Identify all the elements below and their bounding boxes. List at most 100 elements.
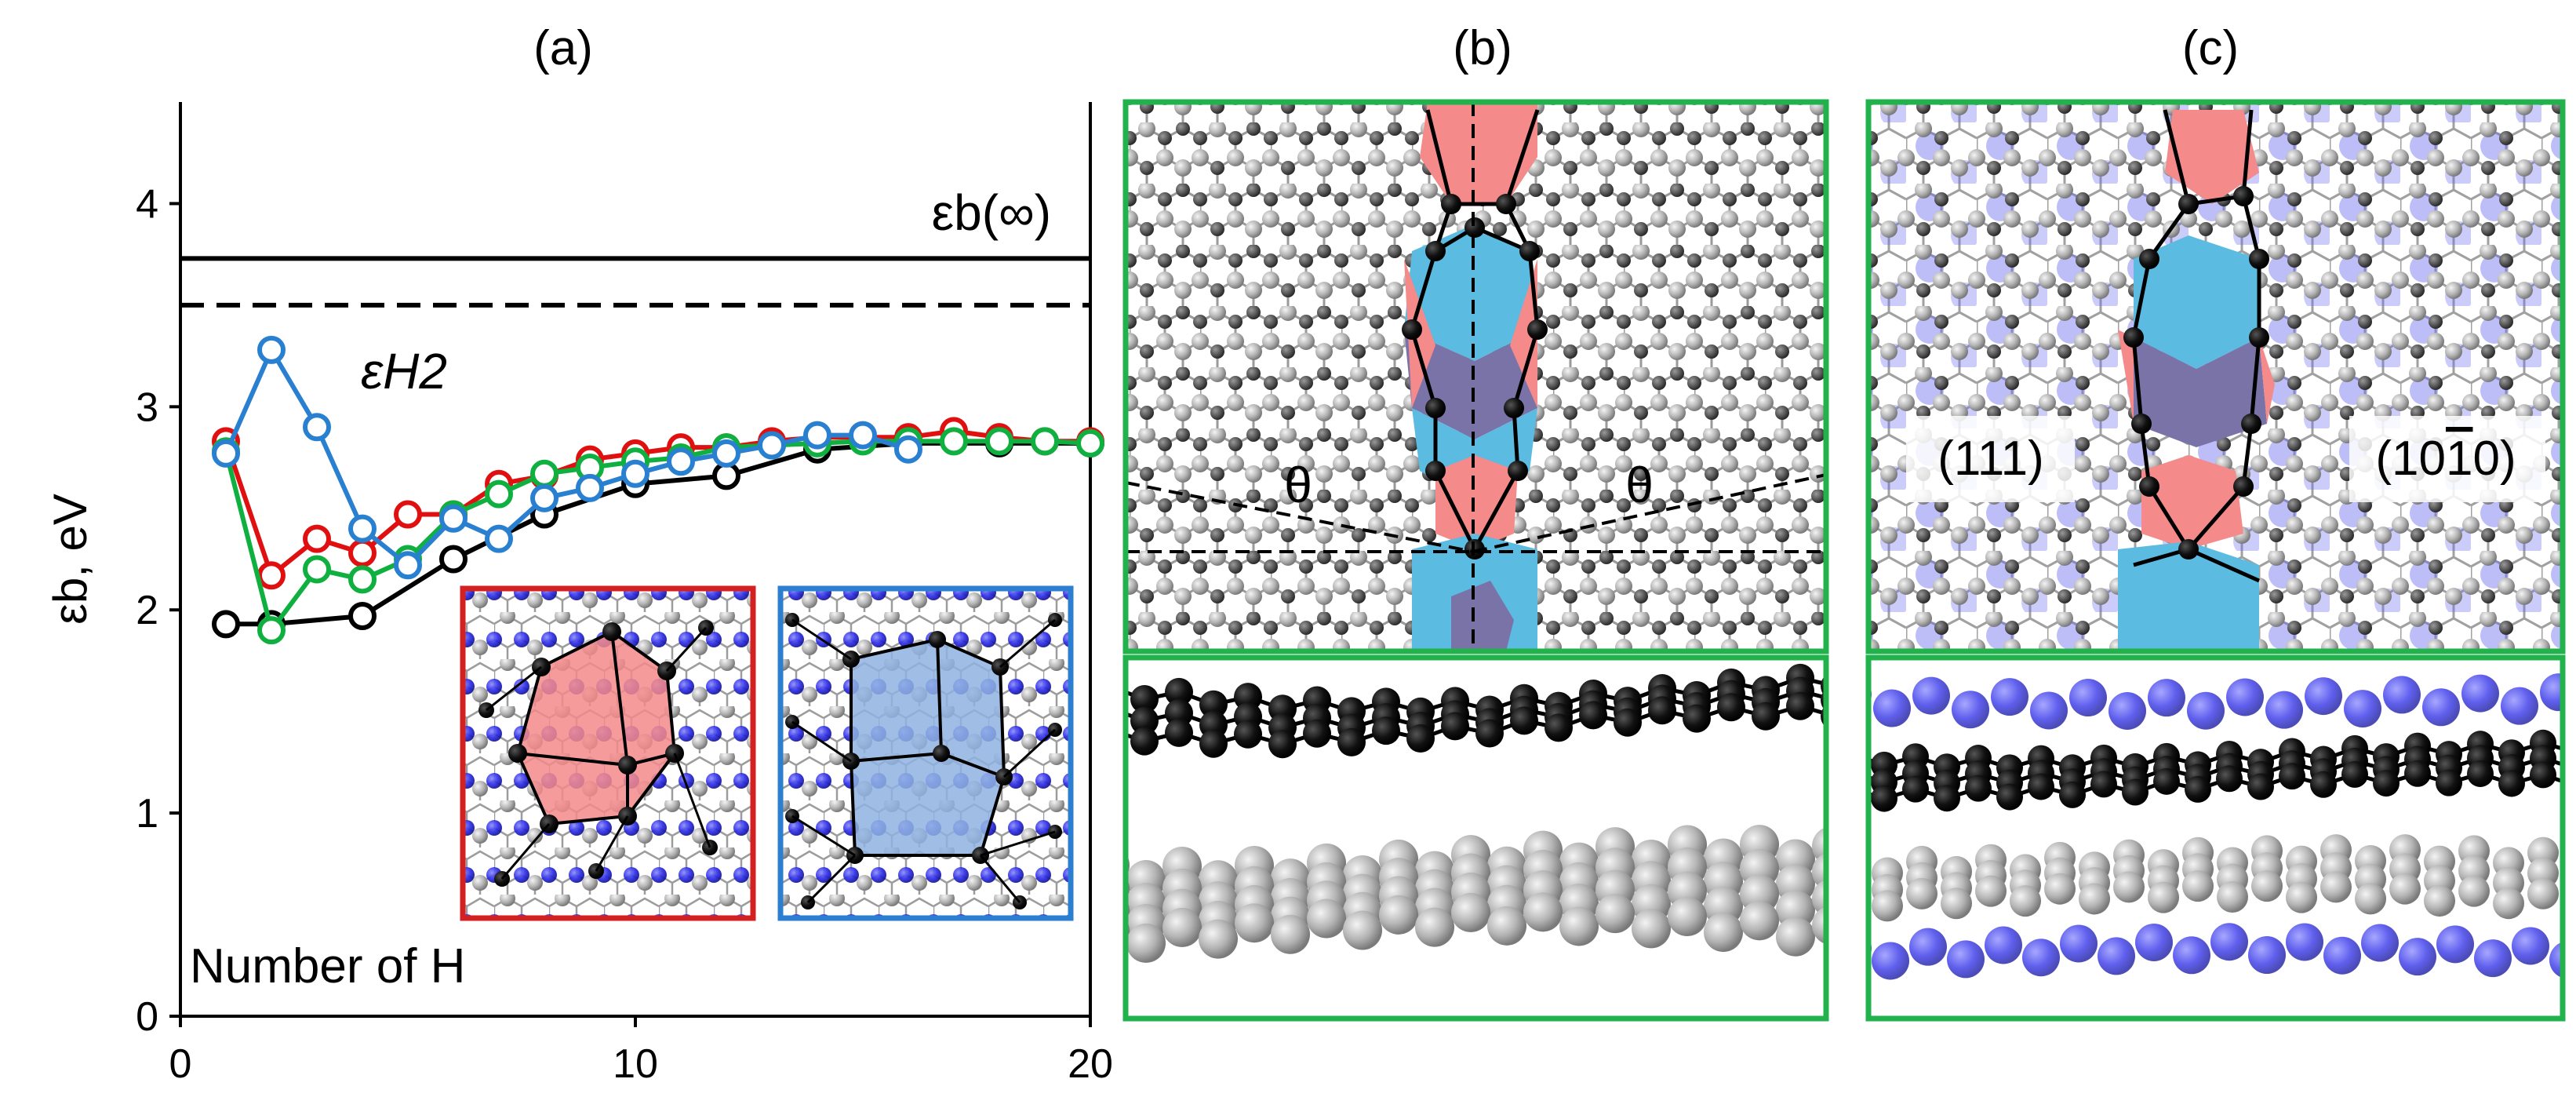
atom bbox=[1839, 759, 1866, 785]
atom bbox=[1199, 919, 1238, 959]
atom bbox=[2540, 673, 2563, 712]
atom bbox=[1614, 708, 1642, 737]
atom bbox=[1839, 741, 1866, 767]
atom bbox=[1906, 877, 1937, 909]
atom bbox=[2010, 885, 2041, 917]
atom bbox=[2305, 677, 2342, 716]
atom bbox=[2383, 676, 2421, 714]
atom bbox=[2108, 691, 2146, 730]
atom bbox=[1776, 917, 1815, 957]
atom bbox=[2467, 760, 2494, 787]
atom bbox=[1271, 914, 1310, 954]
atom bbox=[2422, 688, 2460, 727]
atom bbox=[2527, 877, 2559, 909]
atom bbox=[2458, 875, 2490, 907]
atom bbox=[1837, 880, 1868, 912]
atom bbox=[1786, 691, 1814, 720]
atom bbox=[2079, 883, 2110, 915]
atom bbox=[1934, 785, 1960, 812]
atom bbox=[1752, 702, 1780, 731]
atom bbox=[1668, 897, 1707, 937]
atom bbox=[1812, 906, 1826, 945]
plot-area: 0 1 2 3 4 0 10 20 εb, eV εb(∞) εH2 Number of H bbox=[44, 102, 1113, 1087]
atom bbox=[1487, 906, 1526, 946]
atom bbox=[1872, 890, 1903, 922]
atom bbox=[2044, 873, 2076, 905]
atom bbox=[1996, 783, 2023, 811]
atom bbox=[1872, 942, 1909, 980]
data-point bbox=[530, 459, 558, 488]
atom bbox=[2341, 760, 2368, 788]
atom bbox=[1523, 892, 1563, 932]
angle-theta-left: θ bbox=[1284, 457, 1312, 513]
atom bbox=[1096, 694, 1124, 723]
panel-a: (a) 0 1 2 3 4 0 10 20 εb, eV εb(∞) εH2 Number of H bbox=[44, 21, 1113, 1087]
atom bbox=[2090, 771, 2117, 798]
panel-b-side-view bbox=[1096, 654, 1829, 1022]
atom bbox=[1991, 678, 2028, 716]
atom bbox=[1909, 928, 1947, 966]
x-tick-label: 0 bbox=[169, 1041, 192, 1087]
atom bbox=[2148, 881, 2179, 913]
atom bbox=[1871, 785, 1897, 812]
data-point bbox=[940, 427, 968, 456]
atom bbox=[1475, 719, 1504, 748]
atom bbox=[1406, 724, 1435, 753]
data-point bbox=[530, 483, 558, 512]
atom bbox=[2098, 937, 2135, 975]
atom bbox=[1234, 720, 1262, 749]
atom bbox=[1648, 696, 1676, 725]
data-point bbox=[439, 504, 468, 533]
atom bbox=[2355, 883, 2386, 915]
face-label-right-bar: 1 bbox=[2446, 432, 2472, 486]
atom bbox=[1234, 683, 1262, 712]
atom bbox=[2059, 781, 2086, 808]
atom bbox=[1975, 875, 2007, 907]
atom bbox=[1303, 719, 1331, 748]
atom bbox=[2389, 873, 2421, 905]
atom bbox=[1199, 690, 1228, 719]
data-point bbox=[849, 421, 877, 450]
atom bbox=[1837, 864, 1868, 895]
atom bbox=[2344, 690, 2381, 728]
data-point bbox=[985, 427, 1013, 456]
y-tick-label: 4 bbox=[136, 181, 158, 227]
atom bbox=[1162, 907, 1202, 947]
atom bbox=[1965, 775, 1992, 802]
atom bbox=[2310, 771, 2337, 798]
data-point bbox=[212, 610, 240, 639]
atom bbox=[1165, 718, 1193, 747]
data-point bbox=[667, 447, 695, 476]
atom bbox=[2461, 674, 2499, 713]
atom bbox=[2247, 773, 2274, 800]
atom bbox=[1812, 879, 1826, 917]
atom bbox=[1441, 712, 1469, 741]
atom bbox=[2286, 881, 2317, 913]
atom bbox=[2323, 936, 2361, 975]
atom bbox=[2022, 939, 2060, 977]
atom bbox=[1165, 698, 1193, 727]
data-point bbox=[712, 439, 740, 468]
bond-chain bbox=[1126, 688, 1826, 731]
atom bbox=[2248, 936, 2286, 975]
atom bbox=[2399, 938, 2436, 976]
atom bbox=[1096, 672, 1124, 701]
atom bbox=[1947, 940, 1985, 979]
atom bbox=[2060, 924, 2098, 963]
y-tick-label: 3 bbox=[136, 385, 158, 430]
data-point bbox=[485, 524, 513, 553]
face-label-left: (111) bbox=[1937, 432, 2044, 486]
atom bbox=[2069, 679, 2107, 717]
face-label-right-start: (10 bbox=[2375, 432, 2446, 486]
atom bbox=[1902, 775, 1929, 803]
atom bbox=[1130, 727, 1159, 756]
atom bbox=[1510, 706, 1538, 735]
panel-b: (b) bbox=[1096, 21, 1829, 1022]
atom bbox=[1268, 730, 1297, 759]
annotation-eps-inf: εb(∞) bbox=[932, 184, 1051, 241]
data-point bbox=[485, 479, 513, 508]
atom bbox=[2030, 691, 2068, 730]
angle-theta-right: θ bbox=[1625, 457, 1654, 513]
atom bbox=[1952, 691, 1989, 729]
